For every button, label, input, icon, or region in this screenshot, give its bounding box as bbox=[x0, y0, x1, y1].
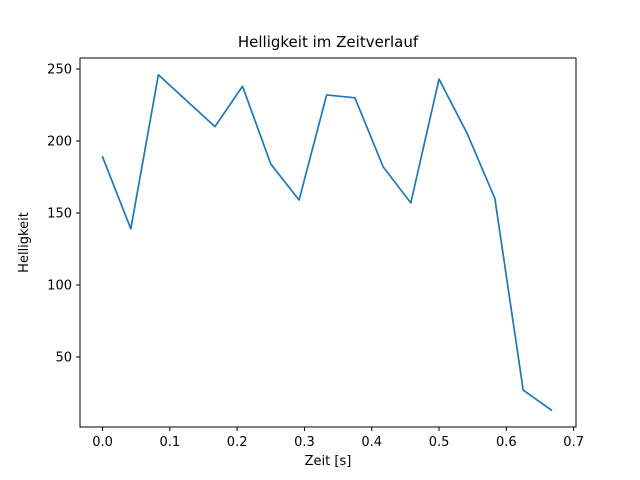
x-tick-label: 0.6 bbox=[496, 435, 517, 450]
x-tick-label: 0.2 bbox=[227, 435, 248, 450]
y-tick-label: 100 bbox=[47, 278, 72, 293]
x-tick-label: 0.7 bbox=[563, 435, 584, 450]
x-tick-label: 0.0 bbox=[92, 435, 113, 450]
x-tick-label: 0.3 bbox=[294, 435, 315, 450]
axes-spines bbox=[79, 57, 577, 428]
y-tick-label: 50 bbox=[55, 350, 72, 365]
y-axis-label: Helligkeit bbox=[17, 212, 32, 273]
x-tick-label: 0.4 bbox=[361, 435, 382, 450]
x-tick-label: 0.5 bbox=[429, 435, 450, 450]
y-tick-label: 150 bbox=[47, 206, 72, 221]
y-tick-label: 250 bbox=[47, 63, 72, 78]
chart-title: Helligkeit im Zeitverlauf bbox=[238, 33, 419, 51]
y-tick-label: 200 bbox=[47, 134, 72, 149]
x-tick-label: 0.1 bbox=[160, 435, 181, 450]
data-line-series bbox=[101, 73, 553, 412]
x-axis-label: Zeit [s] bbox=[305, 454, 352, 469]
